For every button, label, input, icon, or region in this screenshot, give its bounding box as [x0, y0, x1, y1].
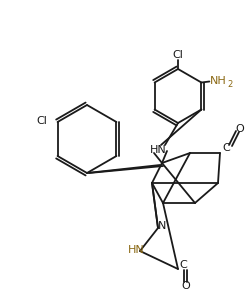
Text: N: N	[158, 221, 166, 231]
Text: Cl: Cl	[36, 116, 47, 126]
Text: C: C	[179, 260, 187, 270]
Text: O: O	[236, 124, 244, 134]
Text: NH: NH	[210, 76, 227, 85]
Text: HN: HN	[128, 245, 144, 255]
Text: Cl: Cl	[173, 50, 184, 60]
Text: HN: HN	[150, 145, 166, 155]
Text: O: O	[182, 281, 190, 291]
Text: 2: 2	[228, 80, 233, 89]
Text: C: C	[222, 143, 230, 153]
